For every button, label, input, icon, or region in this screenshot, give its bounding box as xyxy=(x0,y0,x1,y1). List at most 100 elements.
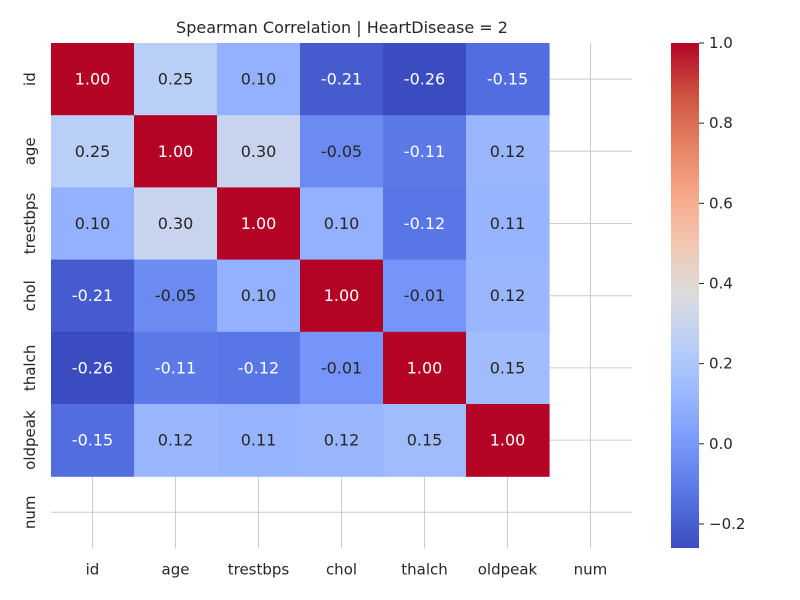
y-tick-label: num xyxy=(21,495,39,529)
cell-value-label: 1.00 xyxy=(324,286,360,305)
x-tick-label: id xyxy=(86,560,100,578)
heatmap-cell xyxy=(217,259,301,333)
x-axis-ticks: id age trestbps chol thalch oldpeak num xyxy=(86,560,608,578)
cell-value-label: 1.00 xyxy=(490,431,526,450)
heatmap-cell xyxy=(300,259,384,333)
heatmap-cell xyxy=(134,404,218,477)
heatmap-cell xyxy=(300,187,384,261)
cell-value-label: 0.11 xyxy=(490,214,526,233)
cell-value-label: 0.12 xyxy=(490,142,526,161)
chart-title: Spearman Correlation | HeartDisease = 2 xyxy=(176,18,508,37)
cell-value-label: -0.01 xyxy=(321,358,362,377)
cell-value-label: 1.00 xyxy=(158,142,194,161)
cell-value-label: 0.11 xyxy=(241,431,277,450)
heatmap-cell xyxy=(466,331,550,405)
heatmap-cell xyxy=(466,259,550,333)
heatmap-cell xyxy=(217,187,301,261)
cell-value-label: -0.05 xyxy=(321,142,362,161)
cell-value-label: 0.25 xyxy=(75,142,111,161)
heatmap-cell xyxy=(466,404,550,477)
heatmap-cell xyxy=(51,43,135,116)
heatmap-cell xyxy=(383,43,467,116)
heatmap-cell xyxy=(383,115,467,188)
cell-value-label: 0.15 xyxy=(490,358,526,377)
y-tick-label: oldpeak xyxy=(21,410,39,470)
heatmap-cell xyxy=(134,187,218,261)
heatmap-cells xyxy=(51,43,550,477)
colorbar-tick-label: 0.8 xyxy=(709,114,733,132)
heatmap-cell xyxy=(300,404,384,477)
cell-value-label: -0.15 xyxy=(72,431,113,450)
y-tick-label: thalch xyxy=(21,345,39,392)
x-tick-label: oldpeak xyxy=(478,560,538,578)
cell-value-label: 0.30 xyxy=(241,142,277,161)
heatmap-cell xyxy=(134,43,218,116)
cell-value-label: 0.12 xyxy=(490,286,526,305)
x-tick-label: thalch xyxy=(401,560,448,578)
heatmap-cell xyxy=(51,115,135,188)
heatmap-cell xyxy=(217,331,301,405)
cell-value-label: 0.12 xyxy=(324,431,360,450)
colorbar-tick-label: 1.0 xyxy=(709,34,733,52)
y-axis-ticks: id age trestbps chol thalch oldpeak num xyxy=(21,72,39,529)
cell-value-label: -0.05 xyxy=(155,286,196,305)
cell-value-label: -0.11 xyxy=(404,142,445,161)
heatmap-cell xyxy=(217,115,301,188)
cell-value-label: 0.12 xyxy=(158,431,194,450)
x-tick-label: age xyxy=(162,560,190,578)
heatmap-cell xyxy=(383,187,467,261)
cell-value-label: -0.11 xyxy=(155,358,196,377)
cell-value-label: 1.00 xyxy=(407,358,443,377)
heatmap-cell xyxy=(466,115,550,188)
y-tick-label: chol xyxy=(21,280,39,311)
heatmap-cell xyxy=(300,331,384,405)
colorbar-tick-label: 0.4 xyxy=(709,274,733,292)
heatmap-cell xyxy=(217,404,301,477)
colorbar: −0.2 0.0 0.2 0.4 0.6 0.8 1.0 xyxy=(671,34,745,548)
cell-value-label: -0.15 xyxy=(487,70,528,89)
cell-value-label: -0.12 xyxy=(404,214,445,233)
cell-value-labels: 1.00 0.25 0.10 -0.21 -0.26 -0.15 0.25 1.00 0.30 -… xyxy=(72,70,528,450)
cell-value-label: -0.26 xyxy=(72,358,113,377)
x-tick-label: num xyxy=(574,560,608,578)
x-tick-label: trestbps xyxy=(228,560,290,578)
heatmap-cell xyxy=(134,115,218,188)
colorbar-gradient xyxy=(671,43,699,548)
heatmap-cell xyxy=(51,259,135,333)
cell-value-label: 0.10 xyxy=(241,286,277,305)
heatmap-cell xyxy=(51,404,135,477)
heatmap-cell xyxy=(466,43,550,116)
heatmap-cell xyxy=(383,331,467,405)
colorbar-tick-label: 0.6 xyxy=(709,194,733,212)
y-tick-label: trestbps xyxy=(21,193,39,255)
cell-value-label: -0.21 xyxy=(321,70,362,89)
cell-value-label: 1.00 xyxy=(241,214,277,233)
cell-value-label: 0.10 xyxy=(241,70,277,89)
cell-value-label: -0.26 xyxy=(404,70,445,89)
cell-value-label: 0.30 xyxy=(158,214,194,233)
heatmap-cell xyxy=(217,43,301,116)
heatmap-cell xyxy=(134,331,218,405)
heatmap-cell xyxy=(300,43,384,116)
colorbar-tick-label: 0.0 xyxy=(709,435,733,453)
colorbar-tick-label: 0.2 xyxy=(709,355,733,373)
heatmap-cell xyxy=(300,115,384,188)
heatmap-cell xyxy=(383,404,467,477)
heatmap-cell xyxy=(466,187,550,261)
cell-value-label: -0.21 xyxy=(72,286,113,305)
colorbar-tick-label: −0.2 xyxy=(709,515,745,533)
cell-value-label: 1.00 xyxy=(75,70,111,89)
cell-value-label: 0.25 xyxy=(158,70,194,89)
y-tick-label: age xyxy=(21,137,39,165)
heatmap-cell xyxy=(51,331,135,405)
cell-value-label: 0.10 xyxy=(75,214,111,233)
heatmap-cell xyxy=(51,187,135,261)
x-tick-label: chol xyxy=(326,560,357,578)
y-tick-label: id xyxy=(21,72,39,86)
heatmap-cell xyxy=(134,259,218,333)
cell-value-label: -0.01 xyxy=(404,286,445,305)
heatmap-cell xyxy=(383,259,467,333)
cell-value-label: 0.15 xyxy=(407,431,443,450)
cell-value-label: -0.12 xyxy=(238,358,279,377)
